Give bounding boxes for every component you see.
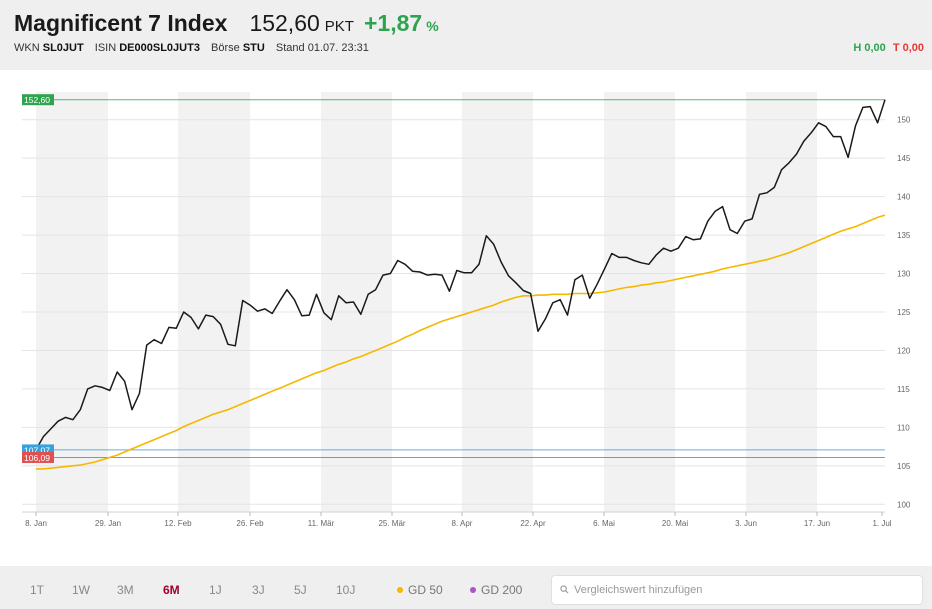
y-tick-label: 125 [897,308,911,317]
gd200-dot-icon [470,586,476,593]
marker-tag [22,451,54,463]
gd50-toggle[interactable]: GD 50 [397,583,443,597]
compare-search-input[interactable] [574,581,914,599]
price-change: +1,87 [363,10,423,36]
gd200-label: GD 200 [481,583,523,597]
price-change-percent-symbol: % [426,18,439,34]
meta-label-wkn: WKN [14,42,40,54]
range-5j-button[interactable]: 5J [294,583,307,597]
background-bands [36,92,817,512]
y-tick-label: 100 [897,500,911,509]
week-band [462,92,533,512]
x-tick-label: 25. Mär [378,519,405,528]
week-band [746,92,817,512]
gd200-toggle[interactable]: GD 200 [470,583,522,597]
meta-label-isin: ISIN [94,42,117,54]
range-10j-button[interactable]: 10J [336,583,356,597]
day-low: T 0,00 [892,42,924,54]
marker-tag-label: 107,07 [24,445,50,455]
y-tick-label: 115 [897,385,910,394]
x-tick-label: 26. Feb [236,519,264,528]
meta-value-timestamp: 01.07. 23:31 [307,42,369,54]
week-band [321,92,392,512]
week-band [36,92,108,512]
x-tick-label: 20. Mai [662,519,688,528]
x-tick-label: 12. Feb [164,519,192,528]
y-tick-label: 135 [897,231,911,240]
x-tick-label: 22. Apr [520,519,546,528]
x-tick-label: 6. Mai [593,519,615,528]
marker-tag [22,444,54,456]
x-tick-label: 3. Jun [735,519,757,528]
meta-value-wkn: SL0JUT [42,42,84,54]
gd50-label: GD 50 [408,583,443,597]
x-tick-label: 1. Jul [872,519,891,528]
y-tick-label: 110 [897,423,910,432]
y-tick-label: 105 [897,462,911,471]
price-unit: PKT [324,18,354,35]
price-chart[interactable]: 100 105 110 115 120 125 130 135 140 145 150 8. Jan… [0,70,932,566]
marker-tag [22,94,54,106]
marker-lines [22,99,885,458]
range-1j-button[interactable]: 1J [209,583,222,597]
range-1t-button[interactable]: 1T [30,583,45,597]
x-tick-label: 8. Jan [25,519,47,528]
meta-label-timestamp: Stand [275,42,305,54]
range-1w-button[interactable]: 1W [72,583,90,597]
week-band [604,92,675,512]
range-6m-button[interactable]: 6M [163,583,180,597]
compare-search[interactable] [551,575,923,605]
title-row: Magnificent 7 Index 152,60 PKT +1,87 % [14,10,439,40]
week-band [178,92,250,512]
y-tick-label: 130 [897,270,911,279]
meta-value-isin: DE000SL0JUT3 [119,42,200,54]
day-high: H 0,00 [853,42,886,54]
range-3j-button[interactable]: 3J [252,583,265,597]
meta-value-exchange: STU [242,42,265,54]
x-axis-labels: 8. Jan 29. Jan 12. Feb 26. Feb 11. Mär 25. Mä… [25,519,892,528]
header: Magnificent 7 Index 152,60 PKT +1,87 % W… [0,0,932,70]
x-tick-label: 11. Mär [308,519,335,528]
marker-tag-label: 152,60 [24,95,50,105]
y-tick-label: 140 [897,193,911,202]
price-line [35,99,886,451]
marker-tag-label: 106,09 [24,453,50,463]
current-price: 152,60 [249,10,320,36]
y-tick-label: 120 [897,346,911,355]
high-low: H 0,00 T 0,00 [853,42,924,54]
gd50-line [36,214,886,470]
meta-label-exchange: Börse [211,42,240,54]
search-icon [560,585,569,594]
range-3m-button[interactable]: 3M [117,583,134,597]
x-tick-label: 29. Jan [95,519,121,528]
x-tick-label: 17. Jun [804,519,830,528]
index-title: Magnificent 7 Index [14,10,228,36]
y-axis-labels: 100 105 110 115 120 125 130 135 140 145 150 [897,116,911,510]
grid-lines [22,119,885,516]
y-tick-label: 150 [897,116,911,125]
chart-toolbar: 1T 1W 3M 6M 1J 3J 5J 10J GD 50 GD 200 [0,566,932,609]
x-tick-label: 8. Apr [452,519,473,528]
y-tick-label: 145 [897,154,911,163]
gd50-dot-icon [397,586,403,593]
security-meta: WKN SL0JUT ISIN DE000SL0JUT3 Börse STU S… [14,42,369,54]
